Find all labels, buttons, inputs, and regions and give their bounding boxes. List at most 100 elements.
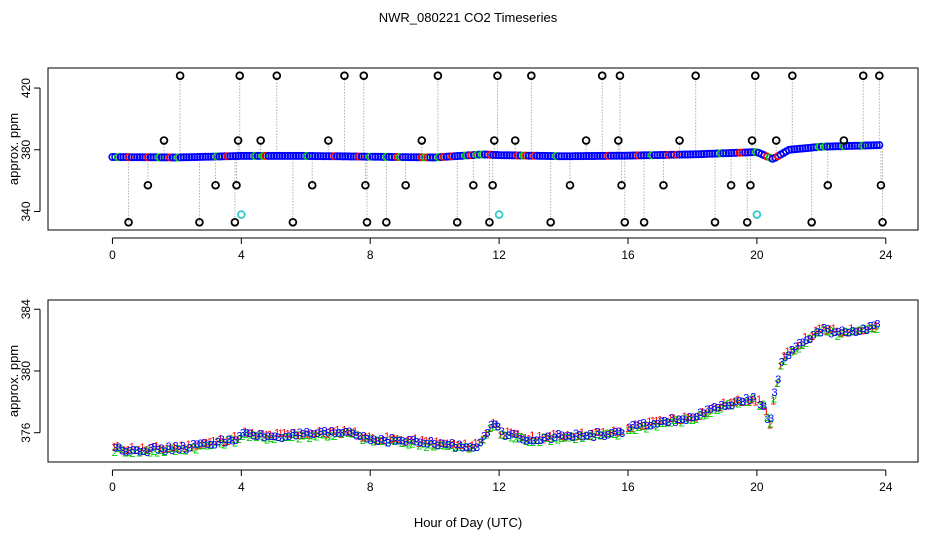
bottom-series-2-point: 2 [831,327,837,339]
bottom-series-1-point: 1 [129,442,135,454]
top-trace-point [395,153,404,162]
top-trace-point [590,152,599,161]
bottom-series-1-point: 1 [508,427,514,439]
bottom-series-2-point: 2 [842,326,848,338]
bottom-series-2-point: 2 [420,439,426,451]
bottom-series-3-point: 3 [350,428,356,440]
bottom-series-2-point: 2 [165,444,171,456]
bottom-series-2-point: 2 [711,405,717,417]
bottom-series-2-point: 2 [796,344,802,356]
bottom-series-3-point: 3 [835,327,841,339]
bottom-series-2-point: 2 [870,324,876,336]
top-trace-point [185,153,194,162]
bottom-series-2-point: 2 [257,431,263,443]
bottom-series-3-point: 3 [679,414,685,426]
bottom-series-2-point: 2 [388,435,394,447]
bottom-series-3-point: 3 [577,430,583,442]
top-trace-point [313,152,322,161]
bottom-series-1-point: 1 [667,413,673,425]
bottom-series-2-point: 2 [356,431,362,443]
top-outlier-point [288,217,298,227]
top-trace-point [182,153,191,162]
bottom-series-3-point: 3 [180,441,186,453]
bottom-series-2-point: 2 [810,330,816,342]
bottom-series-2-point: 2 [608,428,614,440]
top-trace-point [434,153,443,162]
top-trace-point [319,152,328,161]
bottom-series-2-point: 2 [236,434,242,446]
top-outlier-point [417,136,427,145]
top-trace-point [502,151,511,160]
bottom-series-3-point: 3 [307,428,313,440]
bottom-series-3-point: 3 [258,429,264,441]
bottom-series-2-point: 2 [774,378,780,390]
bottom-series-1-point: 1 [660,415,666,427]
top-trace-point [702,149,711,158]
bottom-series-3-point: 3 [406,435,412,447]
top-trace-point [404,153,413,162]
bottom-series-3-point: 3 [435,440,441,452]
bottom-series-3-point: 3 [414,436,420,448]
bottom-series-2-point: 2 [821,324,827,336]
top-trace-point [626,151,635,160]
top-trace-point [828,142,837,151]
bottom-series-2-point: 2 [569,431,575,443]
bottom-series-1-point: 1 [795,341,801,353]
bottom-series-1-point: 1 [763,406,769,418]
x-axis-label: Hour of Day (UTC) [414,515,522,530]
bottom-series-2-point: 2 [650,419,656,431]
bottom-series-1-point: 1 [320,428,326,440]
bottom-series-1-point: 1 [115,440,121,452]
top-trace-point [456,151,465,160]
bottom-series-1-point: 1 [363,432,369,444]
bottom-series-1-point: 1 [770,396,776,408]
top-trace-point [546,152,555,161]
top-trace-point [387,153,396,162]
bottom-series-layer: 1111111111111111111111111111111111111111… [111,318,880,459]
top-outlier-point [510,136,520,145]
top-trace-layer [108,141,884,163]
bottom-series-2-point: 2 [161,447,167,459]
bottom-series-1-point: 1 [395,433,401,445]
bottom-series-3-point: 3 [173,441,179,453]
top-trace-point [623,151,632,160]
bottom-series-3-point: 3 [640,417,646,429]
bottom-series-1-point: 1 [512,428,518,440]
bottom-series-2-point: 2 [342,426,348,438]
bottom-series-1-point: 1 [540,435,546,447]
top-trace-point [669,150,678,159]
top-trace-point [845,141,854,150]
bottom-series-3-point: 3 [442,439,448,451]
bottom-series-1-point: 1 [327,426,333,438]
top-trace-point [579,152,588,161]
bottom-series-2-point: 2 [707,408,713,420]
bottom-series-1-point: 1 [111,442,117,454]
top-calibration-point [494,210,504,219]
bottom-series-2-point: 2 [867,323,873,335]
top-outlier-point [788,71,797,81]
top-trace-point [113,153,122,162]
bottom-series-1-point: 1 [497,430,503,442]
bottom-y-axis: 376 380 384 [19,299,41,443]
bottom-series-1-point: 1 [384,431,390,443]
bottom-series-3-point: 3 [796,337,802,349]
bottom-series-2-point: 2 [207,440,213,452]
bottom-series-2-point: 2 [767,418,773,430]
bottom-series-1-point: 1 [710,402,716,414]
bottom-series-2-point: 2 [324,432,330,444]
top-trace-point [735,148,744,157]
bottom-series-1-point: 1 [664,417,670,429]
top-trace-point [582,152,591,161]
bottom-y-tick-label: 380 [19,361,33,381]
bottom-series-3-point: 3 [453,443,459,455]
bottom-series-1-point: 1 [575,431,581,443]
bottom-series-1-point: 1 [738,397,744,409]
bottom-series-1-point: 1 [426,436,432,448]
top-outlier-point [340,71,349,81]
bottom-series-2-point: 2 [459,442,465,454]
bottom-series-2-point: 2 [799,340,805,352]
bottom-series-3-point: 3 [616,426,622,438]
bottom-series-3-point: 3 [243,427,249,439]
bottom-series-2-point: 2 [370,437,376,449]
